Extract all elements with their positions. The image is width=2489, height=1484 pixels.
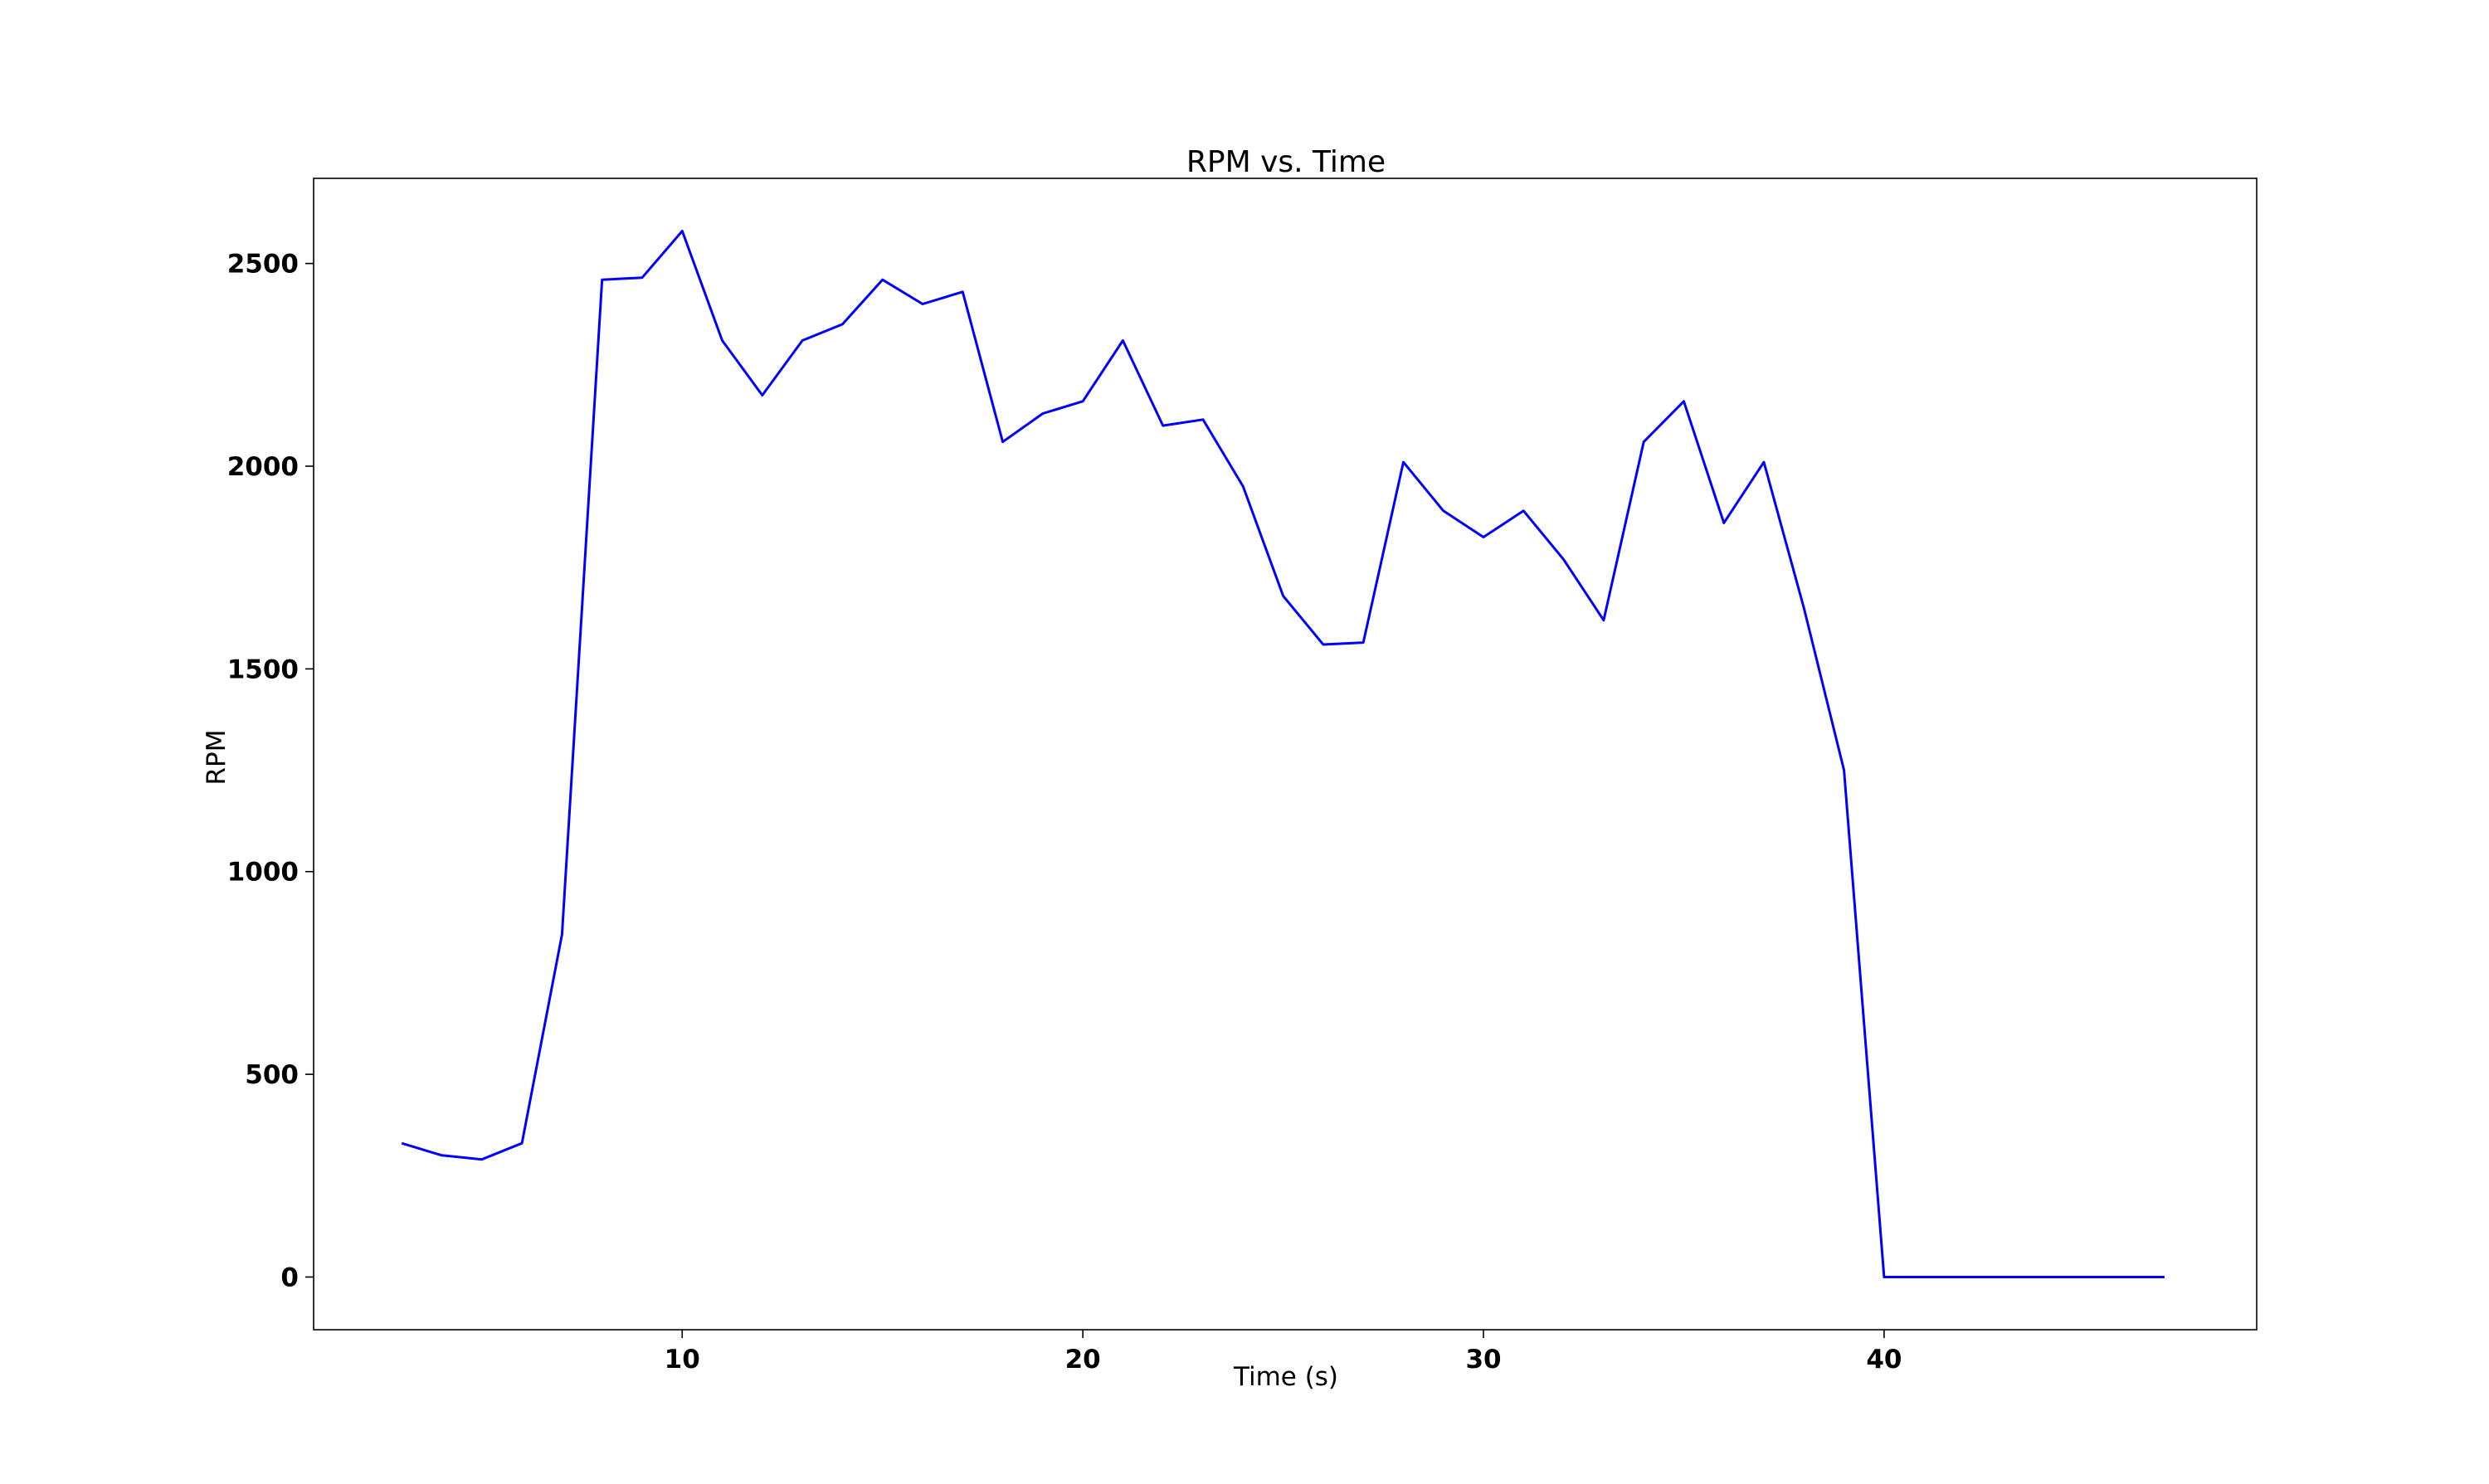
y-tick-label: 2000 xyxy=(227,452,299,482)
series-line-rpm xyxy=(401,230,2165,1278)
y-tick-label: 1000 xyxy=(227,858,299,888)
x-axis-ticks: 10 20 30 40 xyxy=(665,1330,1902,1375)
y-tick-label: 2500 xyxy=(227,250,299,280)
y-tick-label: 0 xyxy=(280,1263,299,1292)
x-tick-label: 30 xyxy=(1465,1345,1501,1375)
chart-title: RPM vs. Time xyxy=(1186,145,1386,179)
y-tick-label: 500 xyxy=(245,1060,299,1090)
y-axis-label: RPM xyxy=(202,730,231,786)
x-tick-label: 10 xyxy=(665,1345,700,1375)
y-axis-ticks: 0 500 1000 1500 2000 2500 xyxy=(227,250,314,1292)
x-tick-label: 20 xyxy=(1065,1345,1101,1375)
x-tick-label: 40 xyxy=(1866,1345,1902,1375)
y-tick-label: 1500 xyxy=(227,654,299,684)
x-axis-label: Time (s) xyxy=(1233,1362,1338,1392)
plot-area-frame xyxy=(313,178,2258,1331)
